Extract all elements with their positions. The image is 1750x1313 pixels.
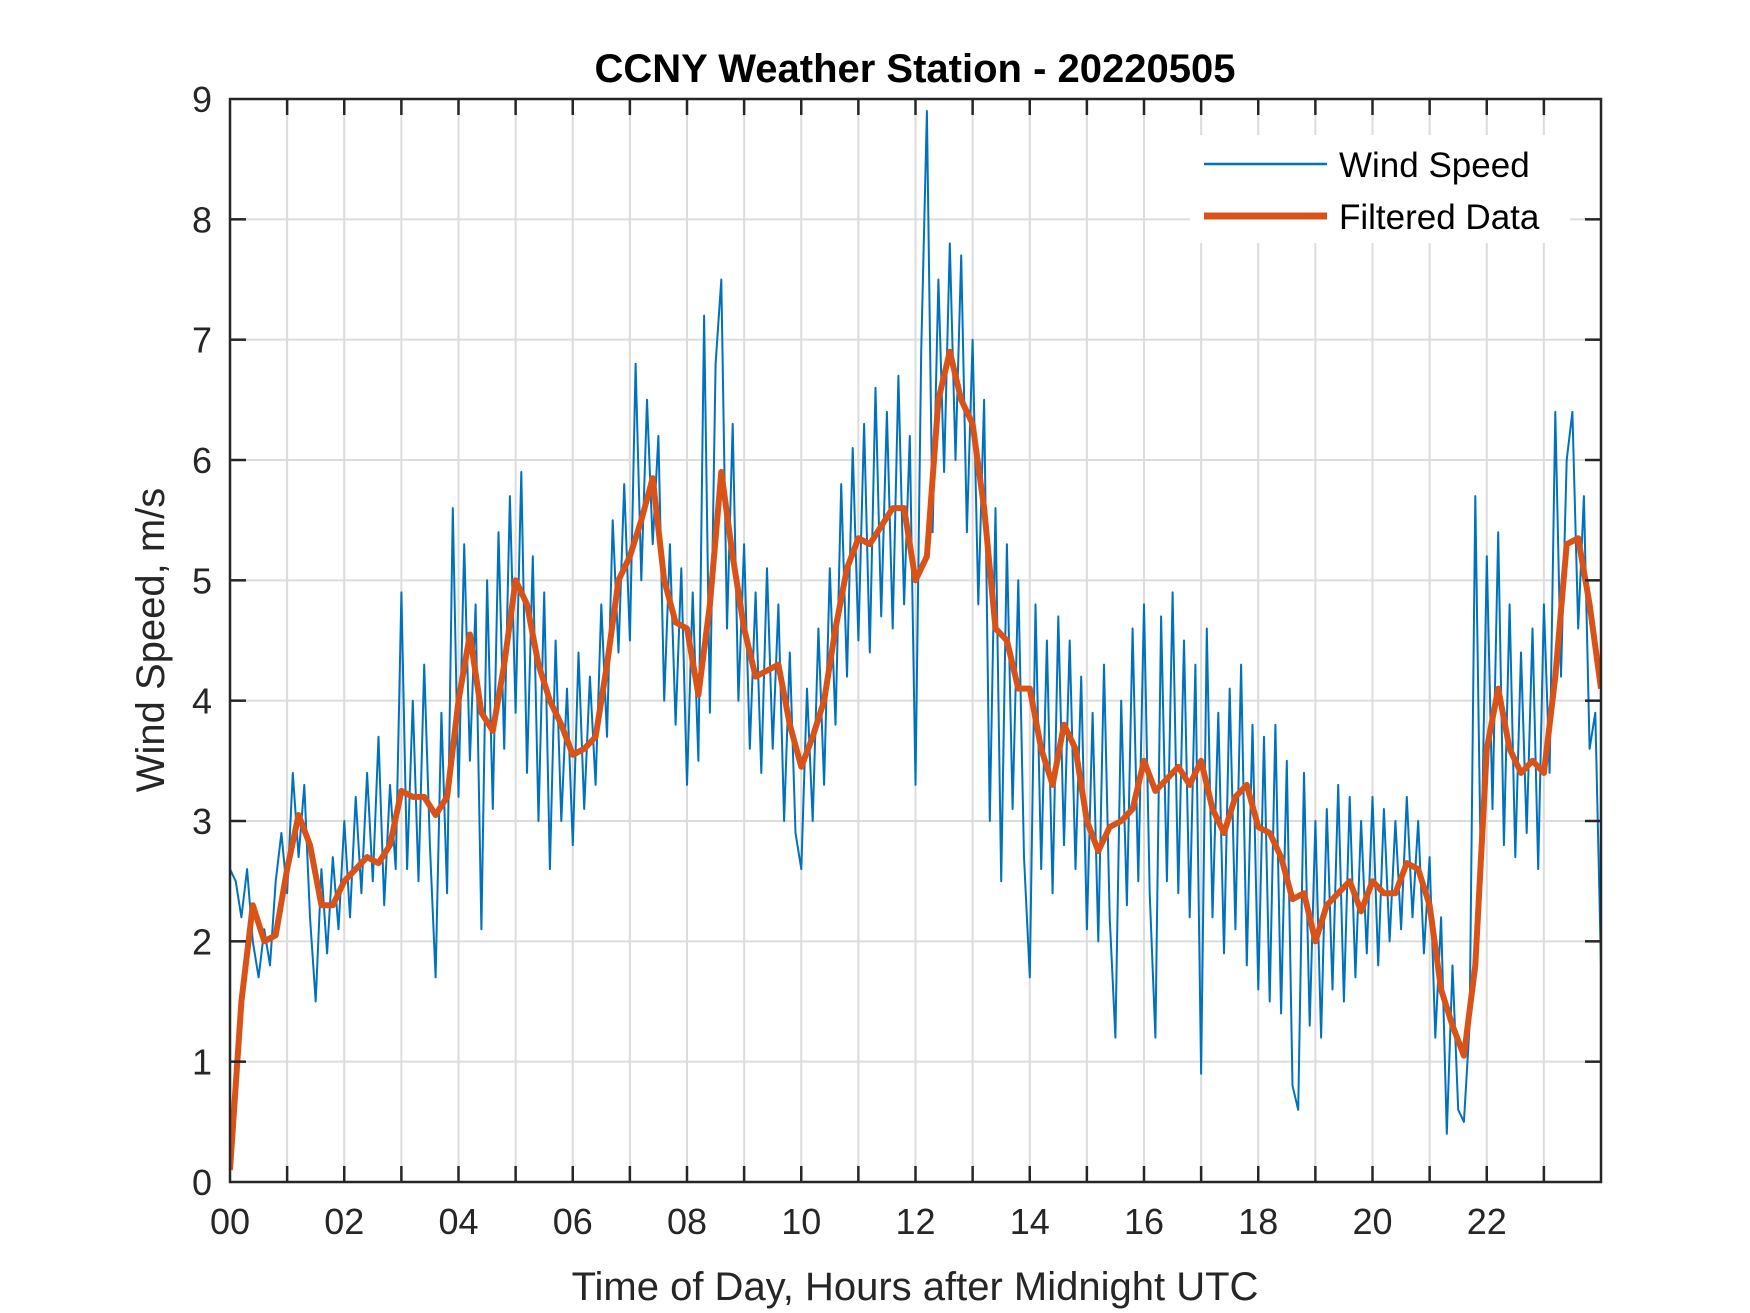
y-tick-label: 8 xyxy=(192,199,212,240)
chart-title: CCNY Weather Station - 20220505 xyxy=(595,47,1236,91)
filtered-data-line xyxy=(230,348,1601,1171)
x-tick-label: 14 xyxy=(1010,1201,1050,1242)
y-tick-label: 2 xyxy=(192,921,212,962)
x-tick-label: 02 xyxy=(324,1201,364,1242)
y-tick-label: 0 xyxy=(192,1162,212,1203)
x-tick-label: 00 xyxy=(210,1201,250,1242)
x-tick-label: 04 xyxy=(438,1201,478,1242)
y-tick-label: 4 xyxy=(192,681,212,722)
legend-label-wind-speed: Wind Speed xyxy=(1339,146,1530,185)
x-tick-label: 10 xyxy=(781,1201,821,1242)
x-axis-label: Time of Day, Hours after Midnight UTC xyxy=(572,1265,1259,1309)
wind-speed-line xyxy=(230,110,1601,1135)
x-tick-label: 18 xyxy=(1238,1201,1278,1242)
legend-label-filtered-data: Filtered Data xyxy=(1339,198,1540,237)
ticks xyxy=(230,99,1601,1182)
series-group xyxy=(230,110,1601,1171)
x-tick-label: 12 xyxy=(895,1201,935,1242)
y-tick-label: 6 xyxy=(192,440,212,481)
legend: Wind Speed Filtered Data xyxy=(1190,135,1570,243)
x-tick-label: 08 xyxy=(667,1201,707,1242)
y-tick-label: 1 xyxy=(192,1042,212,1083)
x-tick-label: 20 xyxy=(1352,1201,1392,1242)
y-tick-label: 3 xyxy=(192,801,212,842)
x-tick-label: 16 xyxy=(1124,1201,1164,1242)
x-tick-label: 22 xyxy=(1467,1201,1507,1242)
y-tick-label: 9 xyxy=(192,79,212,120)
x-tick-label: 06 xyxy=(553,1201,593,1242)
y-tick-label: 5 xyxy=(192,560,212,601)
legend-background xyxy=(1190,135,1570,243)
y-tick-label: 7 xyxy=(192,320,212,361)
y-axis-label: Wind Speed, m/s xyxy=(129,488,173,793)
